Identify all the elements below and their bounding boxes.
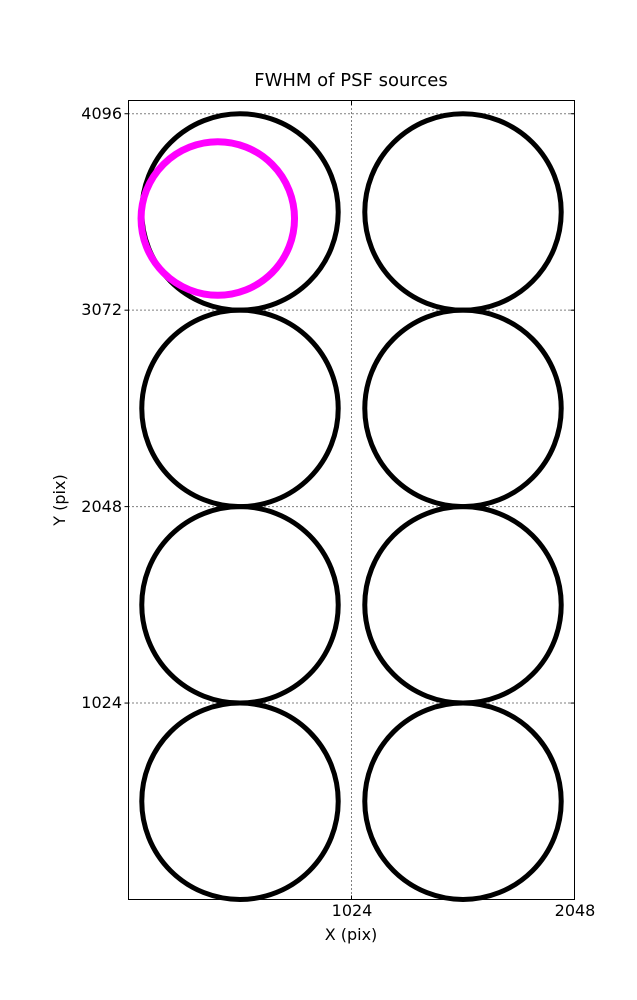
psf-source-circles: [139, 504, 341, 706]
y-tick-label-3072: 3072: [81, 300, 122, 319]
psf-source-circles: [362, 700, 564, 903]
x-axis-label: X (pix): [324, 925, 378, 944]
highlighted-psf-source: [137, 138, 299, 299]
psf-source-circles: [139, 307, 341, 510]
x-tick-label-1024: 1024: [331, 901, 373, 920]
axes-frame: [128, 100, 575, 900]
psf-source-circles: [362, 307, 564, 510]
psf-source-circles: [362, 111, 564, 313]
chart-title: FWHM of PSF sources: [254, 70, 448, 91]
y-tick-label-1024: 1024: [81, 693, 122, 712]
y-tick-label-4096: 4096: [81, 104, 122, 123]
psf-source-circles: [362, 504, 564, 706]
y-axis-label: Y (pix): [50, 474, 69, 526]
x-tick-label-2048: 2048: [554, 901, 596, 920]
y-tick-label-2048: 2048: [81, 497, 122, 516]
psf-source-circles: [139, 700, 341, 903]
